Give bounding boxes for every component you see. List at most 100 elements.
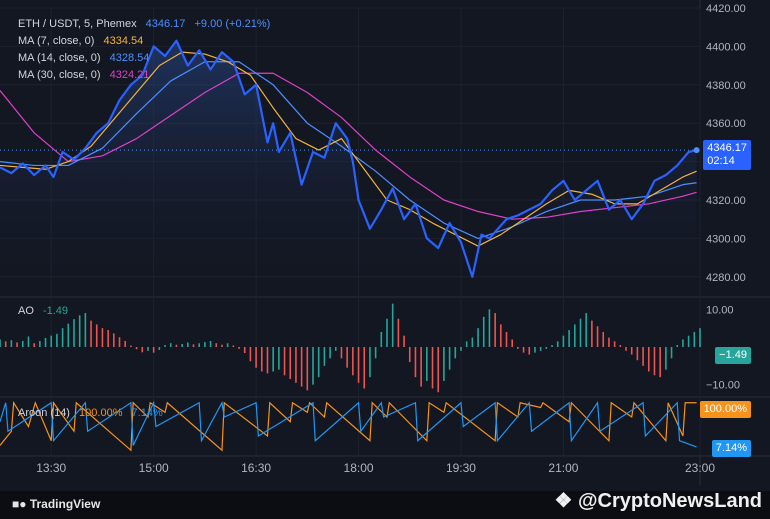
- ao-bar: [670, 347, 673, 359]
- ma-line-3: [0, 72, 697, 220]
- ao-bar: [346, 347, 348, 368]
- ao-bar: [101, 328, 104, 347]
- ao-bar: [363, 347, 366, 389]
- ao-bar: [522, 347, 525, 353]
- ao-bar: [676, 345, 679, 347]
- ao-bar: [90, 320, 92, 347]
- time-tick-label: 13:30: [36, 461, 66, 475]
- ao-bar: [329, 347, 331, 359]
- ao-bar: [107, 330, 109, 347]
- ma14-legend: MA (14, close, 0) 4328.54: [18, 52, 155, 64]
- ao-bar: [198, 343, 200, 347]
- ao-bar: [397, 318, 400, 347]
- ao-legend: AO -1.49: [18, 305, 74, 317]
- ao-bar: [403, 335, 405, 347]
- ao-bar: [352, 347, 354, 376]
- ao-bar: [192, 344, 195, 347]
- time-tick-label: 19:30: [446, 461, 476, 475]
- aroon-up-badge: 100.00%: [699, 401, 751, 418]
- ao-bar: [175, 344, 178, 347]
- tradingview-label: TradingView: [29, 497, 101, 511]
- ao-bar: [534, 347, 536, 353]
- time-tick-label: 23:00: [685, 461, 715, 475]
- aroon-legend: Aroon (14) 100.00% 7.14%: [18, 407, 169, 419]
- ao-bar: [95, 324, 98, 347]
- ma30-value: 4324.21: [109, 69, 150, 81]
- ao-bar: [0, 339, 1, 347]
- ao-bar: [141, 347, 144, 353]
- ao-bar: [437, 347, 440, 393]
- ao-bar: [482, 316, 485, 347]
- ao-bar: [238, 347, 240, 349]
- ma30-label: MA (30, close, 0): [18, 69, 101, 81]
- ma-line-2: [0, 61, 697, 239]
- ao-bar: [642, 347, 644, 366]
- ao-bar: [84, 313, 87, 347]
- ao-bar: [169, 343, 172, 347]
- ao-bar: [682, 339, 684, 347]
- time-tick-label: 16:30: [241, 461, 271, 475]
- ao-bar: [113, 333, 115, 347]
- ao-bar: [306, 347, 309, 391]
- ao-bar: [130, 345, 132, 347]
- price-area-fill: [0, 40, 697, 296]
- ao-bar: [357, 347, 360, 383]
- ao-bar: [78, 315, 81, 347]
- aroon-down-line: [0, 400, 697, 448]
- ao-bar: [636, 347, 639, 361]
- ao-bar: [278, 347, 280, 370]
- aroon-down-badge: 7.14%: [711, 440, 751, 457]
- ao-bar: [488, 309, 491, 347]
- ma-line-1: [0, 51, 697, 247]
- ma30-legend: MA (30, close, 0) 4324.21: [18, 69, 155, 81]
- ao-bar: [4, 341, 7, 347]
- price-tick-label: 4380.00: [706, 80, 746, 92]
- price-tick-label: 4360.00: [706, 118, 746, 130]
- ao-bar: [73, 319, 75, 347]
- ao-tick-label: −10.00: [706, 380, 740, 392]
- ao-bar: [585, 313, 587, 347]
- ao-bar: [221, 344, 223, 347]
- ao-bar: [380, 331, 383, 347]
- ao-bar: [454, 347, 457, 359]
- ao-bar: [562, 335, 565, 347]
- last-price-dot: [693, 147, 700, 154]
- ao-bar: [283, 347, 286, 376]
- ao-bar: [181, 343, 183, 347]
- ao-bar: [295, 347, 297, 383]
- ao-bar: [579, 318, 582, 347]
- ao-bar: [266, 347, 269, 374]
- ao-bar: [539, 347, 542, 351]
- ao-bar: [67, 323, 70, 347]
- ao-bar: [124, 340, 127, 347]
- ao-bar: [426, 347, 428, 381]
- price-tick-label: 4420.00: [706, 3, 746, 15]
- ao-bar: [556, 341, 559, 347]
- ao-bar: [152, 347, 155, 353]
- ao-bar: [625, 347, 627, 351]
- ao-bar: [630, 347, 633, 355]
- watermark-text: @CryptoNewsLand: [578, 490, 762, 512]
- ao-bar: [693, 331, 696, 347]
- ao-bar: [39, 340, 41, 347]
- ao-bar: [431, 347, 434, 389]
- ao-bar: [164, 345, 166, 347]
- time-tick-label: 15:00: [139, 461, 169, 475]
- ao-bar: [408, 347, 411, 363]
- tradingview-logo[interactable]: ■● TradingView: [12, 497, 100, 511]
- ao-bar: [653, 347, 656, 376]
- aroon-down-value: 7.14%: [131, 407, 163, 419]
- aroon-label: Aroon (14): [18, 407, 70, 419]
- ao-bar: [386, 318, 388, 347]
- ao-bar: [158, 347, 161, 351]
- ao-bar: [33, 343, 35, 347]
- ao-bar: [272, 347, 274, 372]
- ao-bar: [215, 343, 218, 347]
- ao-bar: [517, 347, 519, 349]
- last-price: 4346.17: [145, 18, 186, 30]
- ao-bar: [204, 342, 206, 347]
- ao-bar: [226, 343, 229, 347]
- aroon-up-line: [0, 400, 697, 452]
- ao-bar: [374, 347, 377, 359]
